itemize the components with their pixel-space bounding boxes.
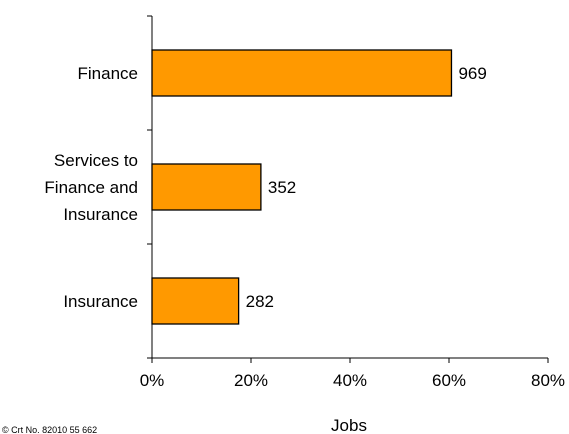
category-label-line: Insurance — [63, 292, 138, 311]
axes — [147, 15, 549, 363]
bars — [151, 49, 453, 325]
x-tick-label: 40% — [333, 371, 367, 390]
data-label: 352 — [268, 178, 296, 197]
category-label-line: Services to — [54, 151, 138, 170]
category-label-line: Finance and — [44, 178, 138, 197]
bar — [151, 49, 453, 97]
footnote: © Crt No. 82010 55 662 — [2, 425, 97, 434]
x-tick-label: 20% — [234, 371, 268, 390]
category-label: Finance — [78, 64, 138, 83]
bar — [151, 277, 240, 325]
bar — [151, 163, 262, 211]
data-label: 282 — [246, 292, 274, 311]
x-tick-label: 80% — [531, 371, 565, 390]
x-tick-label: 0% — [140, 371, 165, 390]
x-axis-title: Jobs — [331, 416, 367, 434]
x-tick-label: 60% — [432, 371, 466, 390]
labels: 0% 20% 40% 60% 80% 969 Finance 352 Services to Fi… — [44, 64, 565, 390]
category-label-line: Insurance — [63, 205, 138, 224]
data-label: 969 — [458, 64, 486, 83]
category-label-line: Finance — [78, 64, 138, 83]
category-label: Insurance — [63, 292, 138, 311]
category-label: Services to Finance and Insurance — [44, 151, 138, 224]
